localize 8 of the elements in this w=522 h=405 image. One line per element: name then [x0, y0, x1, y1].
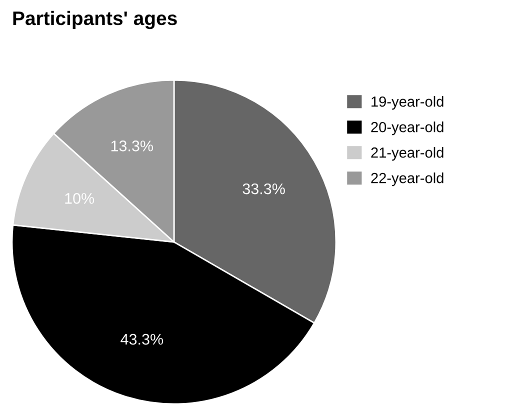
legend-label: 20-year-old: [371, 122, 444, 136]
data-label: 13.3%: [111, 140, 154, 152]
data-label: 43.3%: [120, 334, 164, 345]
legend-label: 21-year-old: [371, 147, 444, 161]
legend-label: 19-year-old: [372, 96, 444, 110]
data-label: 33.3%: [242, 183, 285, 194]
chart-title: Participants' ages: [13, 10, 177, 30]
legend-label: 22-year-old: [371, 172, 444, 186]
